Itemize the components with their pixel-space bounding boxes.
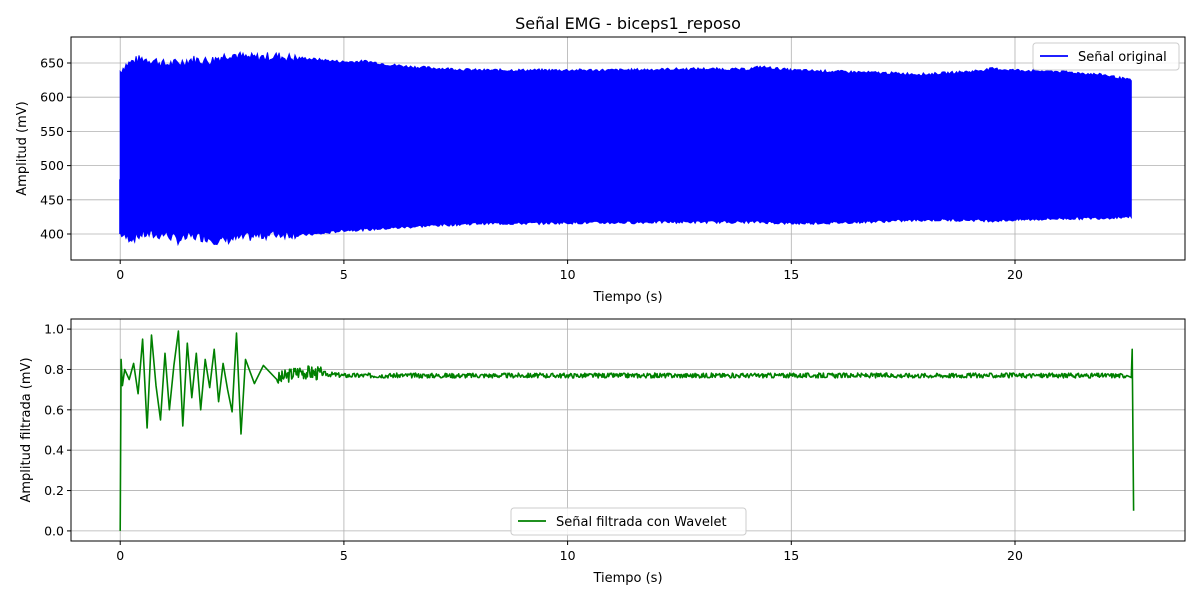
y-tick-label: 0.0 bbox=[44, 523, 64, 538]
original-signal-plot bbox=[119, 51, 1132, 247]
y-tick-label: 600 bbox=[40, 90, 64, 105]
original-plot-frame bbox=[70, 36, 1186, 261]
y-tick-label: 1.0 bbox=[44, 322, 64, 337]
x-tick-label: 15 bbox=[783, 548, 799, 563]
y-tick-label: 650 bbox=[40, 55, 64, 70]
original-signal-band bbox=[119, 51, 1132, 247]
filtered-signal-panel: 0 5 10 15 20 0.0 0.2 0.4 0.6 0.8 1.0 Tiempo (s) Am… bbox=[19, 318, 1186, 586]
y-tick-label: 0.2 bbox=[44, 483, 64, 498]
x-tick-label: 0 bbox=[116, 267, 124, 282]
filtered-signal-plot bbox=[119, 330, 1135, 531]
x-tick-label: 5 bbox=[340, 548, 348, 563]
x-tick-label: 5 bbox=[340, 267, 348, 282]
y-tick-label: 0.6 bbox=[44, 402, 64, 417]
x-tick-label: 10 bbox=[560, 267, 576, 282]
filtered-legend-label: Señal filtrada con Wavelet bbox=[556, 515, 727, 530]
filtered-x-axis-label: Tiempo (s) bbox=[592, 571, 662, 586]
x-tick-label: 20 bbox=[1007, 548, 1023, 563]
original-legend-label: Señal original bbox=[1078, 50, 1167, 65]
y-tick-label: 550 bbox=[40, 124, 64, 139]
x-tick-label: 10 bbox=[560, 548, 576, 563]
x-tick-label: 15 bbox=[783, 267, 799, 282]
chart-title: Señal EMG - biceps1_reposo bbox=[515, 14, 741, 34]
filtered-ticks: 0 5 10 15 20 0.0 0.2 0.4 0.6 0.8 1.0 bbox=[44, 322, 1023, 563]
filtered-legend: Señal filtrada con Wavelet bbox=[510, 507, 747, 536]
y-tick-label: 400 bbox=[40, 227, 64, 242]
filtered-plot-frame bbox=[70, 318, 1186, 542]
original-ticks: 0 5 10 15 20 400 450 500 550 600 650 bbox=[40, 55, 1023, 282]
original-legend-box bbox=[1032, 42, 1180, 71]
y-tick-label: 450 bbox=[40, 192, 64, 207]
original-signal-panel: 0 5 10 15 20 400 450 500 550 600 650 Tiempo (s) Am… bbox=[15, 36, 1186, 305]
filtered-legend-box bbox=[510, 507, 747, 536]
original-x-axis-label: Tiempo (s) bbox=[592, 290, 662, 305]
y-tick-label: 0.8 bbox=[44, 362, 64, 377]
original-y-axis-label: Amplitud (mV) bbox=[15, 101, 30, 195]
filtered-y-axis-label: Amplitud filtrada (mV) bbox=[19, 357, 34, 502]
y-tick-label: 0.4 bbox=[44, 443, 64, 458]
original-legend: Señal original bbox=[1032, 42, 1180, 71]
x-tick-label: 20 bbox=[1007, 267, 1023, 282]
y-tick-label: 500 bbox=[40, 158, 64, 173]
x-tick-label: 0 bbox=[116, 548, 124, 563]
filtered-signal-line bbox=[119, 330, 1135, 531]
